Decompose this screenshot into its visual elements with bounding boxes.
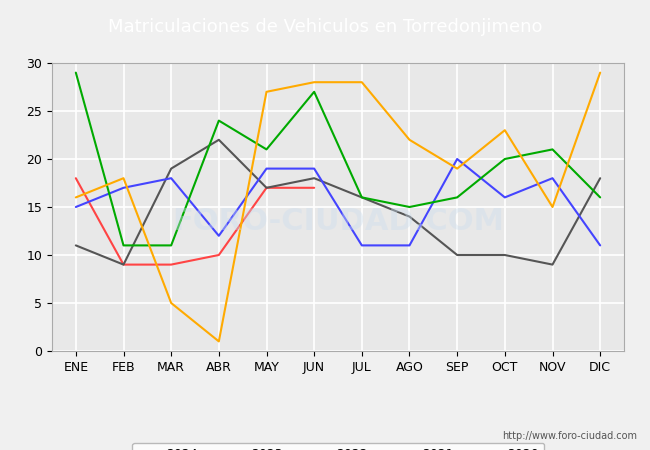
Text: http://www.foro-ciudad.com: http://www.foro-ciudad.com — [502, 431, 637, 441]
Text: Matriculaciones de Vehiculos en Torredonjimeno: Matriculaciones de Vehiculos en Torredon… — [108, 18, 542, 36]
Text: FORO-CIUDAD.COM: FORO-CIUDAD.COM — [172, 207, 504, 236]
Legend: 2024, 2023, 2022, 2021, 2020: 2024, 2023, 2022, 2021, 2020 — [132, 443, 544, 450]
